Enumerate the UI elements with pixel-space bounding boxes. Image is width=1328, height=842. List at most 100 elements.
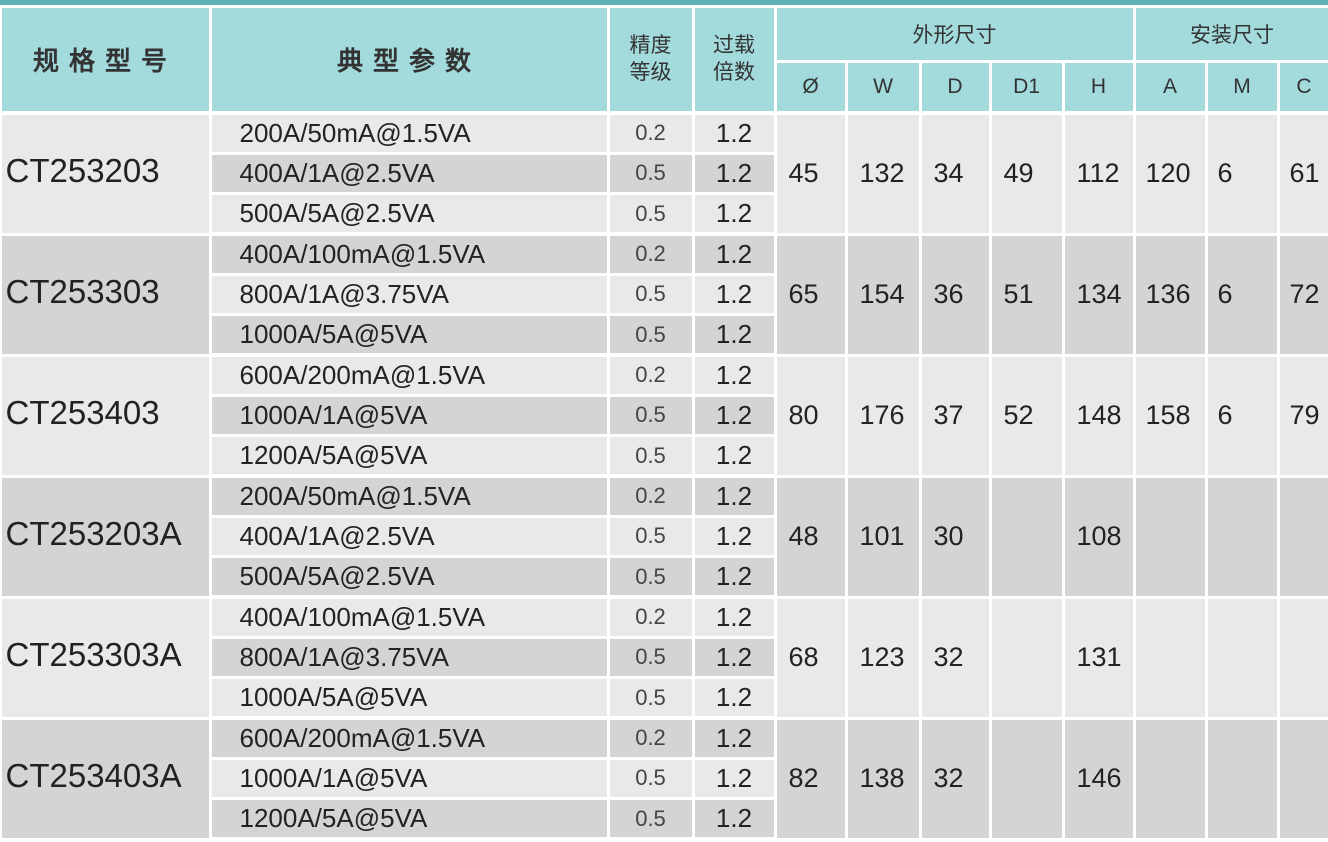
outline-dim: 146 <box>1064 719 1133 838</box>
spec: 600A/200mA@1.5VA <box>211 719 607 757</box>
header-dim-text: D <box>947 74 963 98</box>
overload-text: 1.2 <box>715 238 753 269</box>
spec: 200A/50mA@1.5VA <box>211 114 607 152</box>
spec-text: 400A/100mA@1.5VA <box>239 601 486 632</box>
spec-text: 600A/200mA@1.5VA <box>239 722 486 753</box>
spec: 1000A/1A@5VA <box>211 396 607 435</box>
header-overload-text: 过载倍数 <box>713 33 755 84</box>
spec: 800A/1A@3.75VA <box>211 275 607 314</box>
accuracy-text: 0.5 <box>635 442 666 468</box>
outline-dim: 112 <box>1064 114 1133 233</box>
outline-dim: 80 <box>776 356 845 475</box>
header-accuracy: 精度等级 <box>609 7 692 111</box>
spec: 200A/50mA@1.5VA <box>211 477 607 515</box>
outline-dim: 134 <box>1064 235 1133 354</box>
mounting-dim: 6 <box>1207 235 1277 354</box>
mounting-dim <box>1135 598 1205 717</box>
mounting-dim-text: 72 <box>1289 279 1320 309</box>
mounting-dim <box>1207 598 1277 717</box>
spec: 400A/1A@2.5VA <box>211 154 607 193</box>
accuracy-text: 0.2 <box>635 241 666 267</box>
header-dim: C <box>1279 62 1328 111</box>
accuracy: 0.5 <box>609 195 692 233</box>
accuracy: 0.2 <box>609 719 692 757</box>
header-model-text: 规格型号 <box>32 45 177 76</box>
outline-dim-text: 131 <box>1076 642 1122 672</box>
model-text: CT253303A <box>5 635 182 673</box>
header-dim: M <box>1207 62 1277 111</box>
mounting-dim-text: 6 <box>1217 279 1233 309</box>
accuracy: 0.5 <box>609 558 692 596</box>
header-dim: A <box>1135 62 1205 111</box>
overload: 1.2 <box>694 558 774 596</box>
overload-text: 1.2 <box>715 722 753 753</box>
accuracy-text: 0.5 <box>635 402 666 428</box>
overload-text: 1.2 <box>715 520 753 551</box>
header-dim: Ø <box>776 62 845 111</box>
mounting-dim-text: 136 <box>1145 279 1191 309</box>
model-text: CT253403A <box>5 756 182 794</box>
accuracy-text: 0.5 <box>635 281 666 307</box>
overload: 1.2 <box>694 800 774 838</box>
mounting-dim <box>1135 477 1205 596</box>
outline-dim-text: 82 <box>788 763 819 793</box>
overload: 1.2 <box>694 356 774 394</box>
outline-dim: 34 <box>921 114 989 233</box>
accuracy: 0.2 <box>609 114 692 152</box>
spec: 400A/100mA@1.5VA <box>211 598 607 636</box>
model: CT253403A <box>1 719 209 838</box>
mounting-dim-text: 6 <box>1217 400 1233 430</box>
header-dim: W <box>847 62 919 111</box>
overload: 1.2 <box>694 275 774 314</box>
spec: 600A/200mA@1.5VA <box>211 356 607 394</box>
overload: 1.2 <box>694 598 774 636</box>
mounting-dim: 158 <box>1135 356 1205 475</box>
outline-dim: 154 <box>847 235 919 354</box>
outline-dim-text: 108 <box>1076 521 1122 551</box>
mounting-dim-text: 120 <box>1145 158 1191 188</box>
model: CT253403 <box>1 356 209 475</box>
outline-dim: 108 <box>1064 477 1133 596</box>
outline-dim-text: 30 <box>933 521 964 551</box>
accuracy-text: 0.2 <box>635 725 666 751</box>
accuracy-text: 0.5 <box>635 563 666 589</box>
accuracy-text: 0.5 <box>635 644 666 670</box>
overload: 1.2 <box>694 437 774 475</box>
mounting-dim-text: 158 <box>1145 400 1191 430</box>
outline-dim: 48 <box>776 477 845 596</box>
outline-dim: 68 <box>776 598 845 717</box>
overload-text: 1.2 <box>715 803 753 834</box>
spec-text: 1200A/5A@5VA <box>239 440 428 471</box>
outline-dim-text: 154 <box>859 279 905 309</box>
spec: 800A/1A@3.75VA <box>211 638 607 677</box>
overload-text: 1.2 <box>715 117 753 148</box>
outline-dim-text: 112 <box>1076 158 1120 188</box>
spec: 1000A/5A@5VA <box>211 316 607 354</box>
outline-dim: 138 <box>847 719 919 838</box>
accuracy-text: 0.2 <box>635 604 666 630</box>
overload: 1.2 <box>694 235 774 273</box>
outline-dim <box>991 477 1062 596</box>
mounting-dim <box>1279 477 1328 596</box>
overload-text: 1.2 <box>715 198 753 229</box>
overload-text: 1.2 <box>715 601 753 632</box>
outline-dim-text: 138 <box>859 763 905 793</box>
accuracy: 0.5 <box>609 396 692 435</box>
mounting-dim <box>1207 477 1277 596</box>
mounting-dim-text: 79 <box>1289 400 1320 430</box>
overload: 1.2 <box>694 759 774 798</box>
spec: 500A/5A@2.5VA <box>211 558 607 596</box>
spec: 500A/5A@2.5VA <box>211 195 607 233</box>
overload: 1.2 <box>694 316 774 354</box>
spec: 1200A/5A@5VA <box>211 437 607 475</box>
mounting-dim: 136 <box>1135 235 1205 354</box>
outline-dim-text: 34 <box>933 158 964 188</box>
outline-dim-text: 48 <box>788 521 819 551</box>
outline-dim-text: 146 <box>1076 763 1122 793</box>
header-dim-text: Ø <box>802 74 819 98</box>
overload: 1.2 <box>694 679 774 717</box>
accuracy: 0.5 <box>609 638 692 677</box>
outline-dim-text: 134 <box>1076 279 1122 309</box>
mounting-dim-text: 6 <box>1217 158 1233 188</box>
